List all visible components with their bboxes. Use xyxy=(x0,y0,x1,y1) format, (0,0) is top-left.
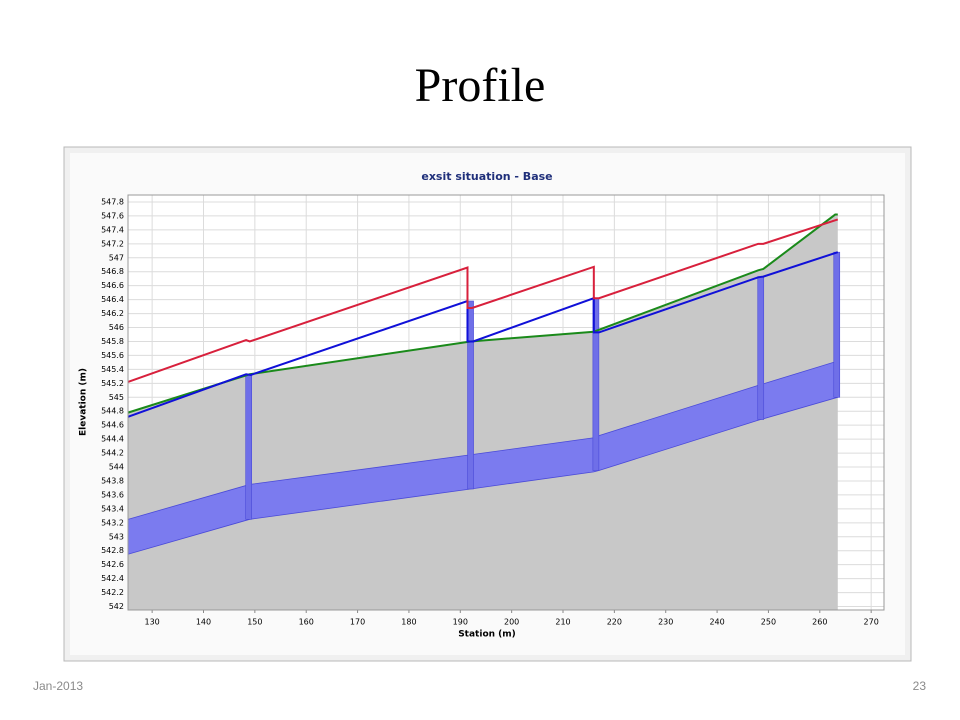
x-tick-label: 220 xyxy=(607,618,622,627)
y-tick-label: 545.2 xyxy=(101,379,124,388)
y-tick-label: 546 xyxy=(109,323,124,332)
y-tick-label: 547.2 xyxy=(101,239,124,248)
manhole xyxy=(467,300,474,490)
slide-date: Jan-2013 xyxy=(33,679,84,693)
x-tick-label: 150 xyxy=(247,618,262,627)
y-tick-label: 547.8 xyxy=(101,197,124,206)
y-tick-label: 543 xyxy=(109,532,124,541)
y-tick-label: 545.4 xyxy=(101,365,124,374)
y-tick-label: 546.4 xyxy=(101,295,124,304)
y-tick-label: 544.4 xyxy=(101,435,124,444)
y-tick-label: 547 xyxy=(109,253,124,262)
y-tick-label: 546.6 xyxy=(101,281,124,290)
y-tick-label: 543.6 xyxy=(101,490,124,499)
y-tick-label: 543.4 xyxy=(101,504,124,513)
x-tick-label: 250 xyxy=(761,618,776,627)
plot-border xyxy=(127,194,885,611)
y-tick-label: 542.8 xyxy=(101,546,124,555)
profile-line xyxy=(127,218,839,383)
y-tick-label: 544.8 xyxy=(101,407,124,416)
x-tick-label: 260 xyxy=(812,618,827,627)
y-tick-label: 543.2 xyxy=(101,518,124,527)
y-tick-label: 544.6 xyxy=(101,421,124,430)
x-tick-label: 270 xyxy=(864,618,879,627)
y-tick-label: 545.8 xyxy=(101,337,124,346)
y-tick-label: 545.6 xyxy=(101,351,124,360)
y-tick-label: 544.2 xyxy=(101,449,124,458)
y-tick-label: 542.6 xyxy=(101,560,124,569)
y-tick-label: 542 xyxy=(109,602,124,611)
x-axis-label: Station (m) xyxy=(458,630,516,640)
x-tick-label: 190 xyxy=(453,618,468,627)
y-tick-label: 547.6 xyxy=(101,211,124,220)
x-tick-label: 230 xyxy=(658,618,673,627)
y-tick-label: 542.2 xyxy=(101,588,124,597)
manhole xyxy=(245,373,252,520)
y-tick-label: 544 xyxy=(109,463,124,472)
y-tick-label: 546.2 xyxy=(101,309,124,318)
manhole xyxy=(833,251,841,398)
x-tick-label: 130 xyxy=(144,618,159,627)
x-tick-label: 200 xyxy=(504,618,519,627)
profile-line xyxy=(127,251,839,418)
slide-number: 23 xyxy=(912,679,926,693)
y-tick-label: 546.8 xyxy=(101,267,124,276)
x-tick-label: 210 xyxy=(555,618,570,627)
y-axis-label: Elevation (m) xyxy=(79,368,89,436)
y-tick-label: 547.4 xyxy=(101,225,124,234)
manhole xyxy=(757,276,765,420)
x-tick-label: 180 xyxy=(401,618,416,627)
y-tick-label: 543.8 xyxy=(101,476,124,485)
x-tick-label: 160 xyxy=(299,618,314,627)
slide-title: Profile xyxy=(414,59,546,112)
x-tick-label: 240 xyxy=(709,618,724,627)
y-tick-label: 542.4 xyxy=(101,574,124,583)
x-tick-label: 170 xyxy=(350,618,365,627)
chart-title: exsit situation - Base xyxy=(421,170,552,183)
y-tick-label: 545 xyxy=(109,393,124,402)
x-tick-label: 140 xyxy=(196,618,211,627)
